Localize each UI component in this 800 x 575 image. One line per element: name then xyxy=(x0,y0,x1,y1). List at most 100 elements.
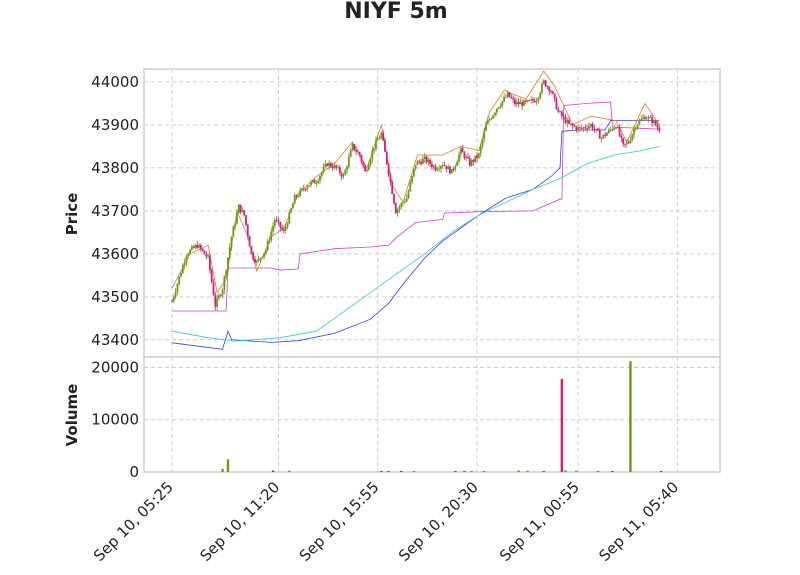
candle-body xyxy=(575,126,578,130)
price-tick-label: 43500 xyxy=(91,288,139,306)
volume-bar xyxy=(560,378,564,472)
candle-body xyxy=(519,102,522,105)
candle-body xyxy=(357,151,359,153)
candle-body xyxy=(378,137,381,140)
candle-body xyxy=(400,203,403,207)
candlesticks xyxy=(171,78,661,311)
candle-body xyxy=(633,129,635,135)
volume-bar xyxy=(596,470,600,472)
candle-body xyxy=(503,97,505,102)
price-panel: 43400 43500 43600 43700 43800 43900 44000 Pric… xyxy=(63,68,721,358)
price-y-ticks: 43400 43500 43600 43700 43800 43900 44000 xyxy=(91,73,139,349)
candle-body xyxy=(391,181,394,194)
candle-body xyxy=(654,120,657,126)
candle-body xyxy=(219,295,222,297)
candle-body xyxy=(468,158,471,166)
candle-body xyxy=(604,134,607,136)
candle-body xyxy=(517,101,520,105)
candle-body xyxy=(232,226,235,237)
candle-body xyxy=(645,118,648,120)
candle-body xyxy=(227,257,229,271)
candle-body xyxy=(209,255,211,270)
candle-body xyxy=(627,142,630,144)
candle-body xyxy=(607,129,610,134)
candle-body xyxy=(598,130,601,139)
volume-bar xyxy=(412,470,416,472)
volume-bar xyxy=(470,470,473,472)
candle-body xyxy=(183,262,186,266)
candle-body xyxy=(295,195,298,197)
candle-body xyxy=(414,164,417,169)
candle-body xyxy=(579,127,581,129)
candle-body xyxy=(602,134,605,138)
candle-body xyxy=(402,202,404,204)
candle-body xyxy=(418,161,421,163)
candle-body xyxy=(443,165,446,166)
candle-body xyxy=(544,80,547,87)
candle-body xyxy=(441,165,444,167)
candle-body xyxy=(452,169,455,170)
candle-body xyxy=(277,220,280,222)
price-tick-label: 43400 xyxy=(91,331,139,349)
overlay-line-ma xyxy=(171,146,660,342)
candle-body xyxy=(537,97,540,102)
candle-body xyxy=(483,130,486,140)
candle-body xyxy=(264,249,267,254)
candle-body xyxy=(532,99,534,101)
candle-body xyxy=(523,100,525,106)
volume-bar xyxy=(659,470,663,472)
x-tick-label: Sep 11, 05:40 xyxy=(595,478,682,565)
candle-body xyxy=(447,166,450,170)
candle-body xyxy=(611,129,614,131)
candle-body xyxy=(658,127,661,132)
candle-body xyxy=(436,169,439,171)
candle-body xyxy=(236,213,238,224)
candle-body xyxy=(241,210,244,212)
candle-body xyxy=(349,150,352,157)
volume-tick-label: 0 xyxy=(129,463,139,481)
candle-body xyxy=(461,147,464,153)
candle-body xyxy=(409,182,412,192)
volume-tick-label: 20000 xyxy=(91,358,139,376)
volume-axis-label: Volume xyxy=(63,384,81,447)
candle-body xyxy=(589,124,592,127)
candle-body xyxy=(450,169,453,174)
candle-body xyxy=(174,291,177,297)
candle-body xyxy=(273,219,276,226)
candle-body xyxy=(562,116,565,118)
candle-body xyxy=(486,120,489,124)
candle-body xyxy=(246,224,249,237)
volume-panel: 0 10000 20000 Volume xyxy=(63,356,721,481)
candle-body xyxy=(573,125,576,127)
candle-body xyxy=(497,107,500,109)
candle-body xyxy=(293,195,296,204)
candle-body xyxy=(458,154,460,162)
candle-body xyxy=(367,164,370,171)
candle-body xyxy=(292,203,294,209)
candle-body xyxy=(194,245,197,248)
candle-body xyxy=(324,163,327,167)
candle-body xyxy=(624,143,626,145)
candle-body xyxy=(432,165,435,167)
candle-body xyxy=(218,295,220,299)
candle-body xyxy=(366,170,368,172)
candle-body xyxy=(407,191,410,199)
price-tick-label: 44000 xyxy=(91,73,139,91)
candle-body xyxy=(615,127,617,129)
candle-body xyxy=(488,119,491,121)
candle-body xyxy=(429,159,431,165)
candle-body xyxy=(609,129,612,131)
overlay-line-level xyxy=(172,101,660,312)
candle-body xyxy=(322,166,325,173)
candle-body xyxy=(584,127,587,129)
candle-body xyxy=(550,91,552,93)
candle-body xyxy=(553,93,556,99)
candle-body xyxy=(286,223,289,227)
candle-body xyxy=(427,159,430,163)
candle-body xyxy=(582,127,585,129)
candle-body xyxy=(526,100,529,102)
candle-body xyxy=(198,245,200,248)
candle-body xyxy=(555,98,558,110)
candle-body xyxy=(465,156,468,159)
candle-body xyxy=(172,296,175,302)
